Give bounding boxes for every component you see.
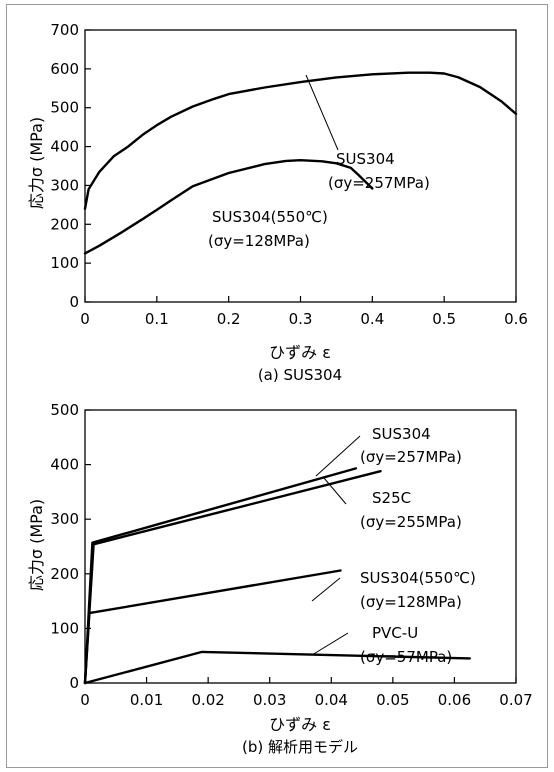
chart-b-annotation-pvcu: PVC-U (σy=57MPa) [360,624,452,666]
chart-b: 0 0.01 0.02 0.03 0.04 0.05 0.06 0.07 0 100 200 300 4… [27,401,533,756]
chart-b-annotation-sus304-line2: (σy=257MPa) [360,448,462,466]
chart-b-series-2-line [83,569,342,685]
chart-b-ytick-label: 500 [50,401,79,419]
chart-a-xtick-label: 0.4 [360,310,384,328]
chart-b-ytick-label: 0 [69,674,79,692]
chart-a-xtick-label: 0.2 [217,310,241,328]
chart-a-leader-sus304 [305,74,339,151]
chart-a-annotation-sus304: SUS304 (σy=257MPa) [328,150,430,192]
chart-b-plot-area [84,409,517,684]
chart-b-annotation-pvcu-line2: (σy=57MPa) [360,648,452,666]
chart-a-annotation-sus304-line2: (σy=257MPa) [328,174,430,192]
chart-a-series-1-line [83,158,374,255]
chart-b-xtick-label: 0.03 [253,691,286,709]
chart-b-xtick-label: 0.07 [499,691,532,709]
chart-a-ytick-label: 100 [50,254,79,272]
chart-a-plot-area [84,29,517,303]
chart-a-xtick-label: 0.3 [289,310,313,328]
chart-b-ytick-label: 300 [50,510,79,528]
chart-a-xtick-label: 0 [80,310,90,328]
chart-b-caption: (b) 解析用モデル [242,738,358,756]
chart-a-ticks: 0 0.1 0.2 0.3 0.4 0.5 0.6 0 100 200 300 400 500 600 70… [50,21,528,328]
chart-a-ytick-label: 0 [69,293,79,311]
chart-b-xlabel: ひずみ ε [269,715,331,734]
chart-a-annotation-sus304-line1: SUS304 [336,150,395,168]
chart-a-ytick-label: 400 [50,138,79,156]
chart-b-ticks: 0 0.01 0.02 0.03 0.04 0.05 0.06 0.07 0 100 200 300 4… [50,401,532,709]
chart-a-ytick-label: 200 [50,215,79,233]
chart-b-ytick-label: 200 [50,565,79,583]
chart-b-annotation-s25c-line1: S25C [372,489,411,507]
chart-b-xtick-label: 0.01 [130,691,163,709]
chart-b-leader-pvcu [311,632,349,656]
chart-b-annotation-sus304: SUS304 (σy=257MPa) [360,425,462,466]
figure-border [6,4,548,768]
chart-a-ylabel: 応力σ (MPa) [27,117,46,209]
chart-a-xlabel: ひずみ ε [269,343,331,362]
chart-a-xtick-label: 0.5 [432,310,456,328]
chart-a-series-0-line [83,71,518,210]
chart-b-annotation-sus304-550-line1: SUS304(550℃) [360,569,476,587]
chart-b-annotation-s25c-line2: (σy=255MPa) [360,513,462,531]
chart-a-ytick-label: 500 [50,99,79,117]
chart-a-xtick-label: 0.1 [145,310,169,328]
chart-a-xtick-label: 0.6 [504,310,528,328]
chart-b-xtick-label: 0.05 [376,691,409,709]
chart-b-series [83,467,471,685]
chart-b-leader-sus304 [315,435,361,477]
chart-b-annotation-sus304-550-line2: (σy=128MPa) [360,593,462,611]
chart-a: 0 0.1 0.2 0.3 0.4 0.5 0.6 0 100 200 300 400 500 600 70… [27,21,528,384]
chart-b-annotation-sus304-550: SUS304(550℃) (σy=128MPa) [360,569,476,611]
chart-b-annotation-pvcu-line1: PVC-U [372,624,418,642]
chart-b-annotation-s25c: S25C (σy=255MPa) [360,489,462,531]
chart-a-caption: (a) SUS304 [258,366,342,384]
chart-b-xtick-label: 0 [80,691,90,709]
chart-b-series-3-line [83,650,471,685]
chart-a-ytick-label: 600 [50,60,79,78]
chart-b-xtick-label: 0.02 [191,691,224,709]
chart-b-leader-s25c [323,477,347,505]
chart-a-annotation-sus304-550: SUS304(550℃) (σy=128MPa) [208,208,328,250]
chart-b-ytick-label: 100 [50,619,79,637]
chart-b-annotation-sus304-line1: SUS304 [372,425,431,443]
chart-b-leader-sus304-550 [311,577,341,602]
chart-a-annotation-sus304-550-line2: (σy=128MPa) [208,232,310,250]
chart-a-series [83,71,518,255]
chart-b-ylabel: 応力σ (MPa) [27,499,46,591]
chart-a-annotation-sus304-550-line1: SUS304(550℃) [212,208,328,226]
chart-a-ytick-label: 300 [50,176,79,194]
chart-b-xtick-label: 0.04 [315,691,348,709]
chart-b-xtick-label: 0.06 [438,691,471,709]
chart-b-ytick-label: 400 [50,456,79,474]
chart-a-ytick-label: 700 [50,21,79,39]
